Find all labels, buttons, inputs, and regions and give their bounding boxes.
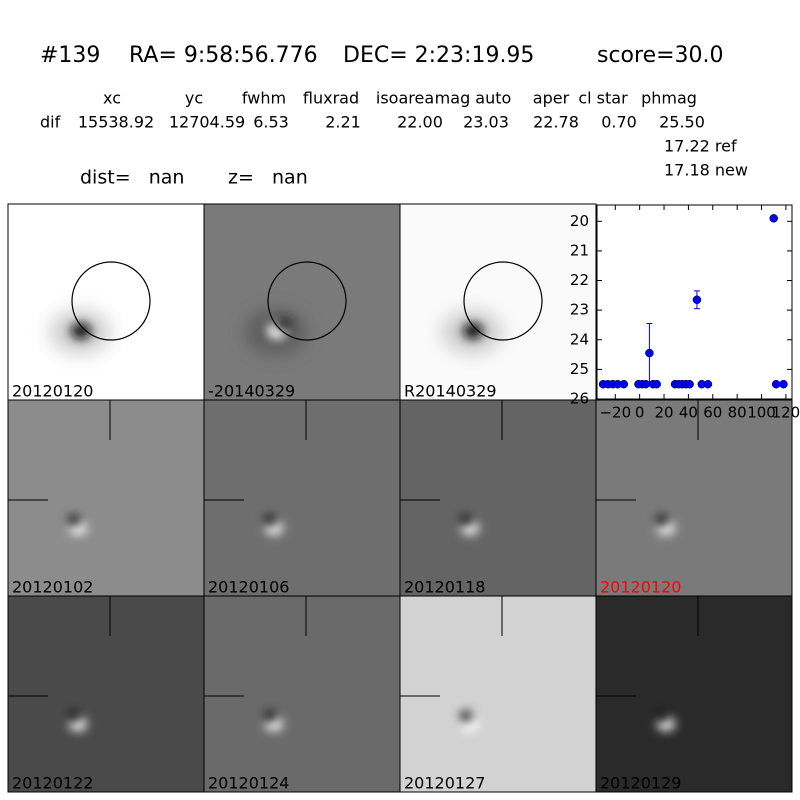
x-tick-label: −20	[599, 404, 631, 422]
stamp-image	[595, 399, 793, 597]
cell: 2.21	[325, 113, 361, 132]
column-header: aper	[533, 89, 570, 108]
x-tick-label: 40	[679, 404, 698, 422]
stamp-image	[203, 595, 401, 793]
column-header: phmag	[641, 89, 697, 108]
y-tick-label: 26	[570, 390, 589, 408]
y-tick-label: 21	[570, 241, 589, 259]
cell: 15538.92	[78, 113, 154, 132]
stamp-image	[7, 399, 205, 597]
stamp-image	[7, 203, 205, 401]
x-tick-label: 0	[635, 404, 645, 422]
y-tick-label: 23	[570, 301, 589, 319]
data-point	[771, 379, 781, 389]
x-tick-label: 120	[772, 404, 800, 422]
stamp-label: 20120129	[600, 774, 681, 793]
y-tick-label: 24	[570, 330, 589, 348]
ra: RA= 9:58:56.776	[129, 43, 318, 68]
source-dark	[264, 515, 276, 525]
source	[71, 323, 91, 339]
source-dark	[276, 318, 292, 330]
score: score=30.0	[597, 43, 724, 68]
stamp-image	[399, 399, 597, 597]
column-header: xc	[103, 89, 121, 108]
cell: 22.00	[397, 113, 443, 132]
stamp-image	[7, 595, 205, 793]
stamp-label: 20120124	[208, 774, 289, 793]
stamp-label: 20120102	[12, 578, 93, 597]
stamp-label: 20120120	[600, 578, 681, 597]
column-header: fwhm	[242, 89, 286, 108]
data-point	[779, 379, 788, 389]
column-header: mag auto	[435, 89, 512, 108]
x-tick-label: 20	[654, 404, 673, 422]
row-label: dif	[40, 113, 61, 132]
column-header: yc	[185, 89, 203, 108]
cell: 22.78	[533, 113, 579, 132]
stamp-image	[203, 399, 401, 597]
source	[463, 323, 483, 339]
source-dark	[656, 711, 668, 721]
data-point	[692, 295, 702, 305]
redshift: z= nan	[228, 167, 308, 189]
x-tick-label: 60	[703, 404, 722, 422]
stamp-label: 20120106	[208, 578, 289, 597]
data-point	[645, 348, 654, 358]
stamp-image	[399, 595, 597, 793]
aperture	[463, 261, 543, 341]
column-header: cl star	[578, 89, 628, 108]
y-tick-label: 25	[570, 360, 589, 378]
stamp-label: 20120120	[12, 382, 93, 401]
column-header: isoarea	[376, 89, 434, 108]
cell: 0.70	[601, 113, 637, 132]
data-point	[641, 379, 650, 389]
stamp-label: 20120118	[404, 578, 485, 597]
source-dark	[68, 711, 80, 721]
cell: 25.50	[659, 113, 705, 132]
aperture	[71, 261, 151, 341]
cell: 12704.59	[169, 113, 245, 132]
stamp-label: 20120127	[404, 774, 485, 793]
cell: 23.03	[463, 113, 509, 132]
x-tick-label: 100	[747, 404, 776, 422]
stamp-label: R20140329	[404, 382, 497, 401]
stamp-image	[399, 203, 597, 401]
data-point	[619, 379, 629, 389]
dec: DEC= 2:23:19.95	[343, 43, 534, 68]
y-tick-label: 20	[570, 212, 589, 230]
stamp-image	[595, 595, 793, 793]
column-header: fluxrad	[303, 89, 359, 108]
stamp-image	[203, 203, 401, 401]
new-mag: 17.18 new	[664, 161, 748, 180]
source-dark	[460, 711, 472, 721]
source-dark	[460, 515, 472, 525]
x-tick-label: 80	[728, 404, 747, 422]
data-point	[652, 379, 661, 389]
aperture	[267, 261, 347, 341]
source-dark	[264, 711, 276, 721]
object-id: #139	[40, 43, 100, 68]
y-tick-label: 22	[570, 271, 589, 289]
dist: dist= nan	[80, 167, 184, 189]
data-point	[703, 379, 713, 389]
ref-mag: 17.22 ref	[664, 137, 737, 156]
stamp-label: -20140329	[208, 382, 295, 401]
data-point	[685, 379, 694, 389]
cell: 6.53	[253, 113, 289, 132]
source-dark	[68, 515, 80, 525]
stamp-label: 20120122	[12, 774, 93, 793]
data-point	[769, 214, 778, 223]
source-dark	[656, 515, 668, 525]
